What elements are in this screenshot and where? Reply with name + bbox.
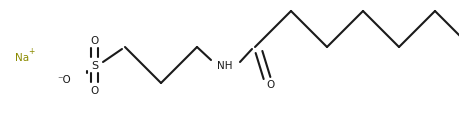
Text: +: + <box>28 47 34 57</box>
Text: O: O <box>91 86 99 96</box>
Text: S: S <box>91 61 98 71</box>
Text: O: O <box>91 36 99 46</box>
Text: Na: Na <box>15 53 29 63</box>
Text: NH: NH <box>217 61 232 71</box>
Text: O: O <box>266 80 274 90</box>
Text: ⁻O: ⁻O <box>57 75 71 85</box>
